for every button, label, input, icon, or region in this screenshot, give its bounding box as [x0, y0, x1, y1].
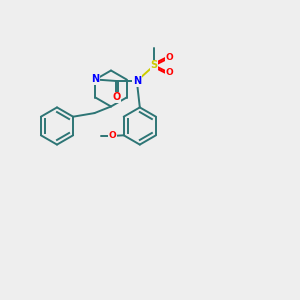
Text: O: O	[165, 53, 173, 62]
Text: O: O	[165, 68, 173, 77]
Text: O: O	[112, 92, 121, 103]
Text: N: N	[133, 76, 141, 86]
Text: O: O	[109, 131, 116, 140]
Text: S: S	[151, 60, 158, 70]
Text: N: N	[91, 74, 100, 85]
